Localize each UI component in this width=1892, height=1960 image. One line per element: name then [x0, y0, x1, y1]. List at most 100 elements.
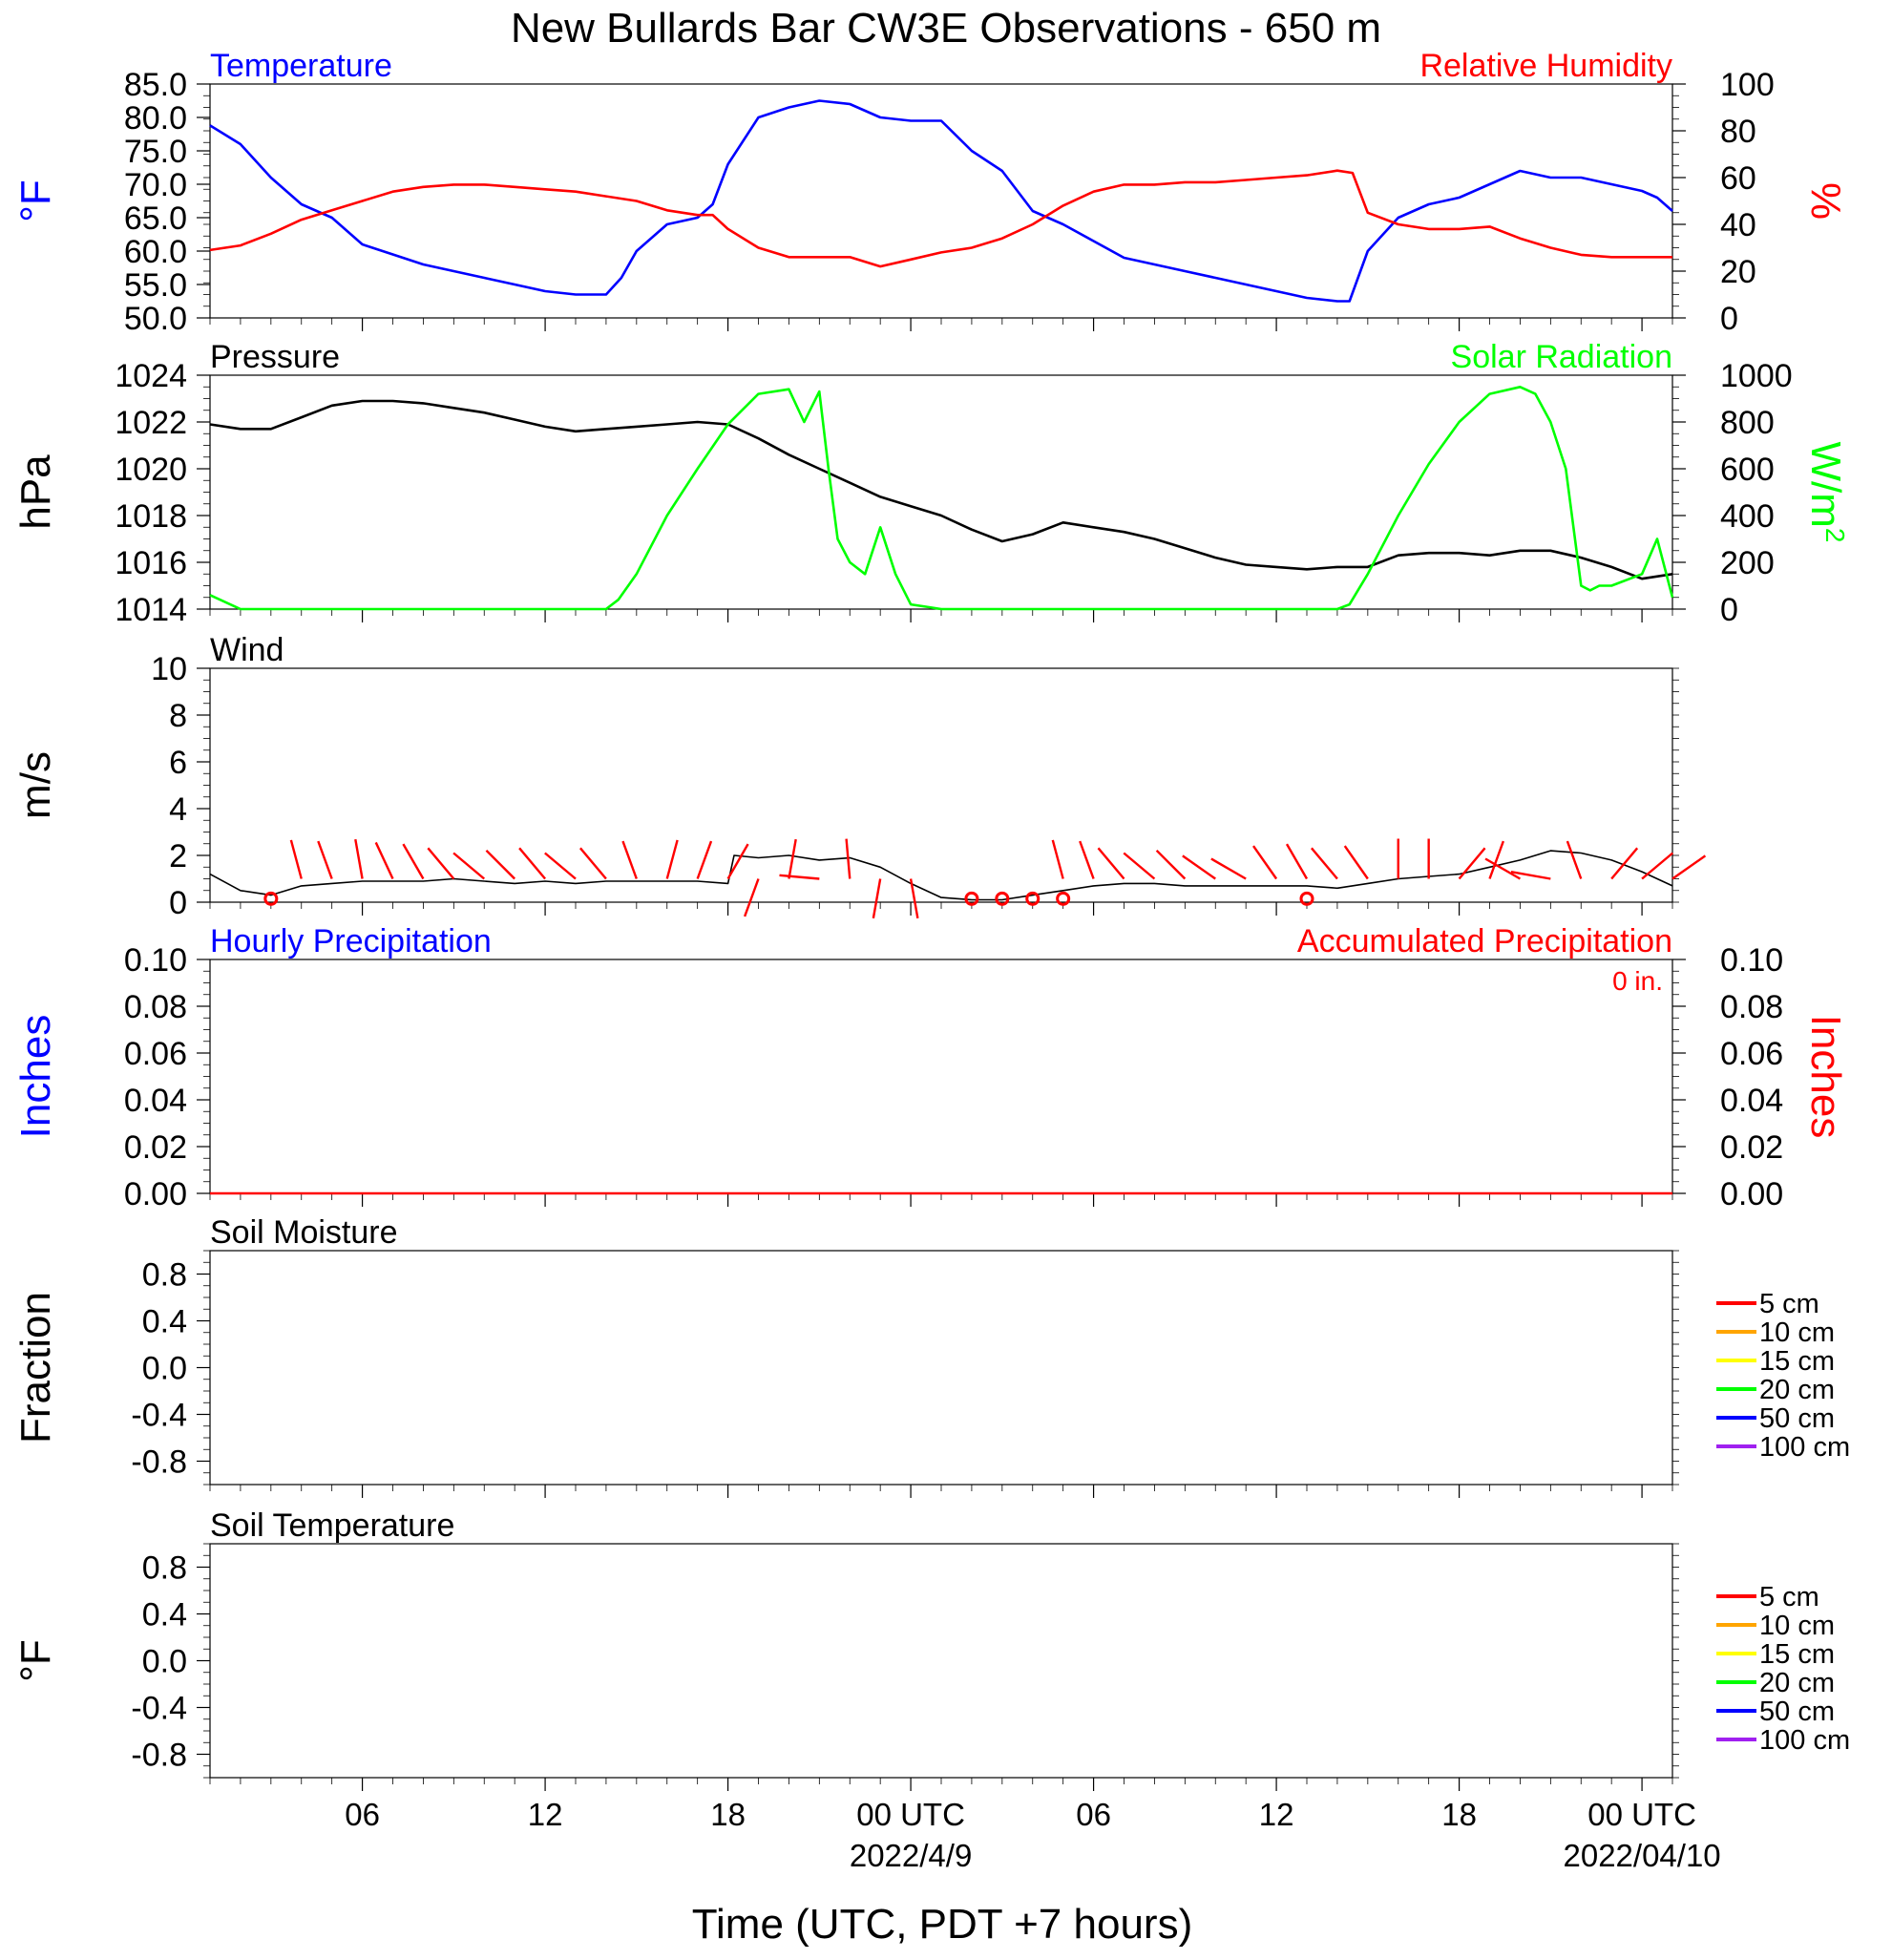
x-tick-label: 00 UTC	[856, 1797, 965, 1832]
calm-marker	[1025, 891, 1041, 906]
panel-left-title: Wind	[210, 632, 284, 668]
y-tick-label-right: 0	[1720, 301, 1738, 337]
y-tick-label-left: 55.0	[124, 267, 187, 304]
x-tick-label: 18	[710, 1797, 746, 1832]
y-tick-label-left: 75.0	[124, 134, 187, 170]
date-label: 2022/4/9	[850, 1838, 972, 1873]
y-tick-label-right: 1000	[1720, 358, 1793, 394]
y-tick-label-left: 1018	[115, 498, 187, 535]
panel-wind: 10 8 6 4 2 0 Wind m/s	[12, 632, 1707, 921]
wind-barb	[1182, 854, 1216, 880]
wind-barb	[779, 874, 820, 880]
y-tick-label-left: 1016	[115, 545, 187, 581]
y-tick-label-right: 0.00	[1720, 1176, 1783, 1212]
y-tick-label-left: 6	[169, 745, 187, 781]
wind-barb	[289, 839, 303, 879]
y-tick-label-left: 4	[169, 791, 187, 828]
legend-label: 5 cm	[1759, 1289, 1819, 1319]
wind-barb	[1123, 852, 1156, 880]
y-tick-label-left: 50.0	[124, 301, 187, 337]
legend-label: 5 cm	[1759, 1582, 1819, 1612]
wind-barb	[579, 847, 607, 880]
series-line-solar-radiation	[209, 385, 1674, 611]
legend-label: 10 cm	[1759, 1317, 1835, 1348]
legend-label: 20 cm	[1759, 1375, 1835, 1405]
plot-frame	[209, 959, 1673, 1194]
legend-label: 100 cm	[1759, 1725, 1850, 1756]
y-axis-label-left: °F	[12, 179, 59, 221]
legend-label: 100 cm	[1759, 1432, 1850, 1463]
y-tick-label-left: 0.08	[124, 989, 187, 1025]
panel-soil_moisture: 0.8 0.4 0.0 -0.4 -0.8 Soil Moisture Fraction 5 …	[12, 1214, 1850, 1498]
x-axis-label: Time (UTC, PDT +7 hours)	[692, 1901, 1192, 1948]
y-tick-label-right: 0.10	[1720, 942, 1783, 979]
y-tick-label-right: 80	[1720, 114, 1756, 150]
series-line-temperature	[209, 99, 1673, 303]
panel-left-title: Temperature	[210, 48, 392, 84]
y-axis-label-right: %	[1802, 182, 1849, 220]
calm-marker	[263, 891, 279, 906]
wind-barb	[1210, 857, 1247, 880]
legend-label: 15 cm	[1759, 1639, 1835, 1670]
x-tick-label: 06	[1076, 1797, 1111, 1832]
y-tick-label-right: 20	[1720, 254, 1756, 290]
panel-left-title: Soil Temperature	[210, 1507, 454, 1544]
wind-barb	[374, 841, 394, 880]
wind-barb	[518, 847, 547, 880]
y-tick-label-left: 0.4	[142, 1597, 187, 1633]
y-tick-label-right: 0.02	[1720, 1129, 1783, 1166]
wind-barb	[1311, 847, 1338, 880]
y-tick-label-left: 0.00	[124, 1176, 187, 1212]
wind-barb	[845, 838, 851, 879]
y-tick-label-right: 40	[1720, 207, 1756, 243]
panel-right-title: Relative Humidity	[1419, 48, 1672, 84]
y-tick-label-left: 0.02	[124, 1129, 187, 1166]
y-tick-label-left: 0.8	[142, 1550, 187, 1587]
wind-barb	[1285, 843, 1309, 880]
wind-barb	[744, 878, 760, 917]
wind-barb	[1610, 847, 1639, 880]
panel-temp_rh: 85.080.075.070.065.060.055.050.0 100 80 60 4…	[12, 48, 1849, 337]
y-tick-label-right: 60	[1720, 160, 1756, 197]
wind-barb	[452, 852, 486, 880]
plot-frame	[209, 1543, 1673, 1779]
y-tick-label-left: 1014	[115, 592, 187, 628]
plot-frame	[209, 667, 1673, 903]
calm-marker	[995, 891, 1010, 906]
wind-barb	[1343, 845, 1369, 880]
y-tick-label-left: 0.4	[142, 1304, 187, 1340]
x-tick-label: 18	[1441, 1797, 1477, 1832]
y-tick-label-right: 200	[1720, 545, 1775, 581]
y-axis-label-left: m/s	[12, 751, 59, 819]
y-axis-label-left: hPa	[12, 454, 59, 530]
wind-barb	[909, 878, 919, 919]
panel-right-title: Solar Radiation	[1451, 339, 1672, 375]
panel-annotation: 0 in.	[1612, 966, 1663, 996]
wind-barb	[665, 839, 679, 879]
y-tick-label-right: 100	[1720, 67, 1775, 103]
y-tick-label-left: 85.0	[124, 67, 187, 103]
wind-barb	[427, 847, 455, 880]
panels: 85.080.075.070.065.060.055.050.010080604…	[12, 48, 1851, 1873]
y-tick-label-left: 0.8	[142, 1257, 187, 1294]
y-tick-label-right: 800	[1720, 405, 1775, 441]
y-axis-label-left: °F	[12, 1639, 59, 1681]
y-tick-label-left: -0.4	[131, 1691, 187, 1727]
series-line-wind	[209, 850, 1673, 901]
y-tick-label-left: 10	[151, 651, 187, 687]
y-tick-label-left: 80.0	[124, 100, 187, 137]
y-tick-label-left: 60.0	[124, 234, 187, 270]
x-tick-label: 06	[345, 1797, 380, 1832]
panel-precip: 0.10 0.08 0.06 0.04 0.02 0.00 0.10 0.08 0.06 0.04…	[12, 923, 1849, 1212]
calm-marker	[964, 891, 979, 906]
wind-barb	[544, 852, 577, 880]
y-tick-label-right: 600	[1720, 452, 1775, 488]
plot-frame	[209, 83, 1673, 319]
wind-barb	[1510, 871, 1551, 880]
y-tick-label-left: 65.0	[124, 200, 187, 237]
x-tick-label: 12	[1259, 1797, 1294, 1832]
wind-barb	[1566, 840, 1583, 879]
y-tick-label-right: 0	[1720, 592, 1738, 628]
wind-barb	[354, 838, 364, 879]
panel-right-title: Accumulated Precipitation	[1297, 923, 1672, 959]
